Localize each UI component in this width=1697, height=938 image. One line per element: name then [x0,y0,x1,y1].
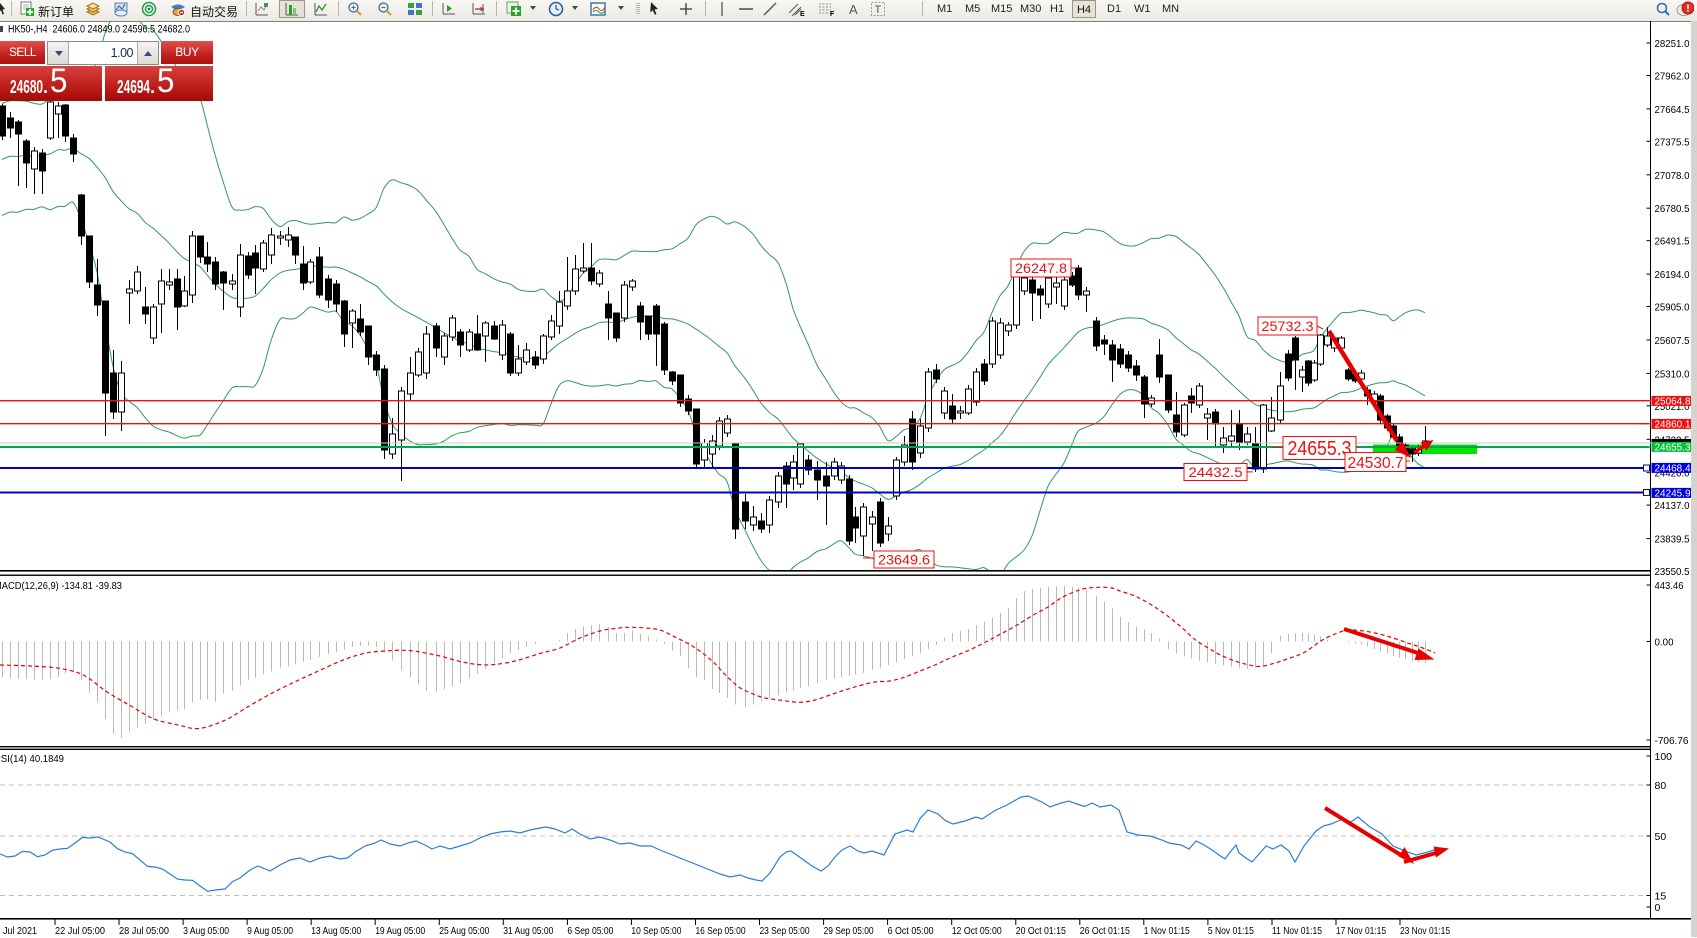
svg-text:26 Oct 01:15: 26 Oct 01:15 [1080,925,1130,937]
svg-text:23550.5: 23550.5 [1655,566,1690,578]
svg-text:9 Aug 05:00: 9 Aug 05:00 [247,925,293,937]
svg-text:6 Sep 05:00: 6 Sep 05:00 [567,925,613,937]
svg-text:16 Sep 05:00: 16 Sep 05:00 [696,925,746,937]
svg-text:25607.5: 25607.5 [1655,335,1690,347]
svg-text:25 Aug 05:00: 25 Aug 05:00 [439,925,489,937]
svg-text:0.00: 0.00 [1655,637,1674,649]
svg-text:28 Jul 05:00: 28 Jul 05:00 [119,925,169,937]
svg-text:MACD(12,26,9) -134.81 -39.83: MACD(12,26,9) -134.81 -39.83 [0,580,122,592]
svg-text:23 Sep 05:00: 23 Sep 05:00 [760,925,810,937]
svg-text:29 Sep 05:00: 29 Sep 05:00 [824,925,874,937]
svg-text:26194.0: 26194.0 [1655,269,1690,281]
svg-text:20 Oct 01:15: 20 Oct 01:15 [1016,925,1066,937]
svg-text:50: 50 [1655,831,1667,843]
svg-text:80: 80 [1655,780,1667,792]
svg-text:24655.3: 24655.3 [1655,442,1691,453]
svg-text:25064.8: 25064.8 [1655,396,1691,407]
svg-text:24432.5: 24432.5 [1189,464,1243,480]
svg-text:-706.76: -706.76 [1655,735,1689,747]
svg-text:24655.3: 24655.3 [1288,438,1352,460]
svg-text:6 Oct 05:00: 6 Oct 05:00 [888,925,934,937]
svg-text:RSI(14) 40.1849: RSI(14) 40.1849 [0,753,64,765]
svg-text:10 Sep 05:00: 10 Sep 05:00 [631,925,681,937]
svg-text:26247.8: 26247.8 [1015,260,1067,276]
svg-text:24137.0: 24137.0 [1655,500,1690,512]
svg-text:HK50-,H4 24606.0 24849.0 2459: HK50-,H4 24606.0 24849.0 24596.5 24682.0 [8,24,190,36]
svg-text:25732.3: 25732.3 [1262,318,1314,334]
svg-text:1 Nov 01:15: 1 Nov 01:15 [1144,925,1190,937]
svg-text:12 Oct 05:00: 12 Oct 05:00 [952,925,1002,937]
svg-text:F: F [830,11,835,17]
svg-text:0: 0 [1655,902,1661,914]
svg-text:25905.0: 25905.0 [1655,302,1690,314]
svg-text:23839.5: 23839.5 [1655,534,1690,546]
svg-text:Jul 2021: Jul 2021 [3,925,37,937]
svg-text:100: 100 [1655,751,1673,763]
svg-text:15: 15 [1655,891,1667,903]
svg-text:22 Jul 05:00: 22 Jul 05:00 [55,925,105,937]
svg-text:E: E [800,11,805,17]
svg-text:25310.0: 25310.0 [1655,368,1690,380]
svg-text:23649.6: 23649.6 [878,552,930,568]
svg-text:17 Nov 01:15: 17 Nov 01:15 [1336,925,1386,937]
svg-text:5 Nov 01:15: 5 Nov 01:15 [1208,925,1254,937]
svg-text:28251.0: 28251.0 [1655,38,1690,50]
svg-text:24860.1: 24860.1 [1655,419,1691,430]
svg-text:19 Aug 05:00: 19 Aug 05:00 [375,925,425,937]
svg-text:T: T [875,4,882,16]
svg-text:3 Aug 05:00: 3 Aug 05:00 [183,925,229,937]
svg-text:23 Nov 01:15: 23 Nov 01:15 [1400,925,1450,937]
svg-text:24245.9: 24245.9 [1655,488,1691,499]
svg-text:A: A [849,2,858,17]
svg-text:26780.5: 26780.5 [1655,203,1690,215]
svg-text:24530.7: 24530.7 [1348,455,1404,472]
svg-text:11 Nov 01:15: 11 Nov 01:15 [1272,925,1322,937]
svg-text:27078.0: 27078.0 [1655,170,1690,182]
svg-text:443.46: 443.46 [1655,580,1684,592]
svg-text:27962.0: 27962.0 [1655,71,1690,83]
svg-text:13 Aug 05:00: 13 Aug 05:00 [311,925,361,937]
svg-text:31 Aug 05:00: 31 Aug 05:00 [503,925,553,937]
svg-text:26491.5: 26491.5 [1655,236,1690,248]
svg-text:27375.5: 27375.5 [1655,136,1690,148]
svg-text:27664.5: 27664.5 [1655,104,1690,116]
svg-text:24468.4: 24468.4 [1655,463,1691,474]
